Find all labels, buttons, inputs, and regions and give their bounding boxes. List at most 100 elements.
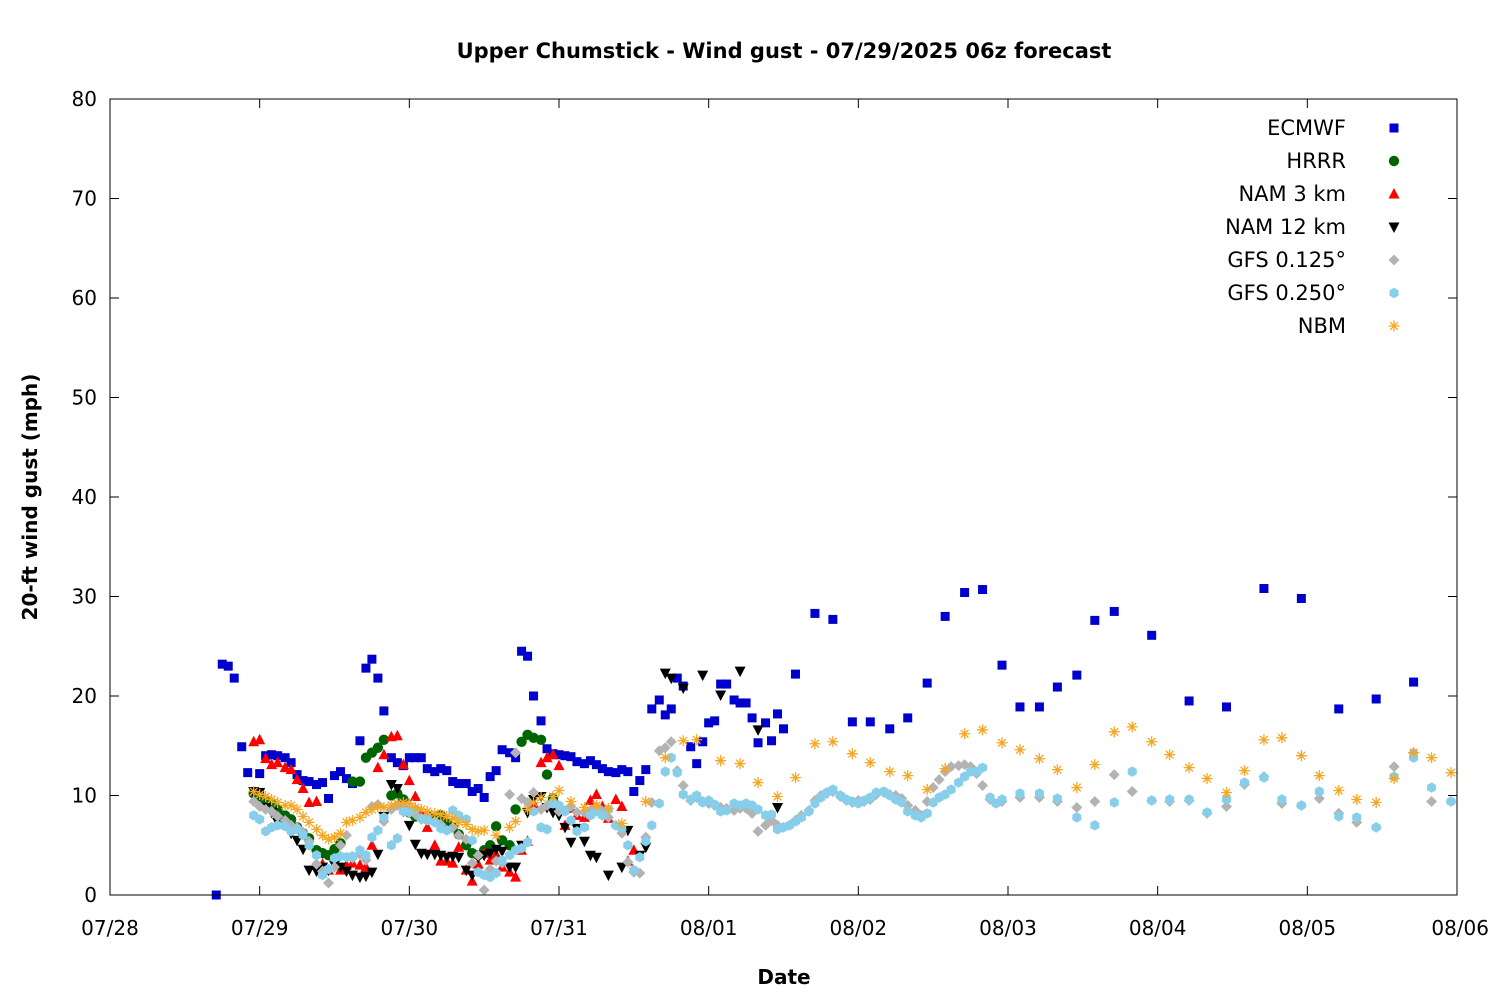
data-point xyxy=(884,766,896,778)
data-point xyxy=(747,713,757,723)
data-point xyxy=(772,802,784,814)
data-point xyxy=(491,867,501,879)
data-point xyxy=(603,767,613,777)
data-point xyxy=(611,768,621,778)
data-point xyxy=(789,772,801,784)
data-point xyxy=(273,751,283,761)
data-point xyxy=(772,790,784,802)
data-point xyxy=(467,835,477,846)
data-point xyxy=(996,737,1008,749)
data-point xyxy=(927,782,939,794)
data-point xyxy=(734,666,746,678)
y-tick-label: 70 xyxy=(72,187,97,211)
data-point xyxy=(647,820,657,831)
data-point xyxy=(448,777,458,787)
data-point xyxy=(516,736,527,747)
data-point xyxy=(623,840,633,851)
data-point xyxy=(767,809,777,820)
data-point xyxy=(312,780,322,790)
data-point xyxy=(312,850,322,861)
data-point xyxy=(510,862,522,874)
data-point xyxy=(903,713,913,723)
data-point xyxy=(716,679,726,689)
data-point xyxy=(922,678,932,688)
data-point xyxy=(978,762,988,773)
data-point xyxy=(272,810,284,822)
data-point xyxy=(572,826,582,837)
data-point xyxy=(435,808,447,820)
data-point xyxy=(566,752,576,762)
data-point xyxy=(572,757,582,767)
data-point xyxy=(997,794,1007,805)
data-point xyxy=(436,764,446,774)
data-point xyxy=(654,695,664,705)
series-nbm xyxy=(248,721,1457,845)
data-point xyxy=(1201,773,1213,785)
data-point xyxy=(1259,772,1269,783)
data-point xyxy=(590,852,602,864)
data-point xyxy=(578,801,590,813)
data-point xyxy=(378,801,390,813)
data-point xyxy=(1371,694,1381,704)
data-point xyxy=(1409,677,1419,687)
data-point xyxy=(1276,732,1288,744)
data-point xyxy=(871,787,881,798)
data-point xyxy=(1051,764,1063,776)
data-point xyxy=(1184,696,1194,706)
data-point xyxy=(430,817,440,828)
data-point xyxy=(1445,767,1457,779)
data-point xyxy=(902,770,914,782)
data-point xyxy=(422,815,432,826)
data-point xyxy=(698,737,708,747)
data-point xyxy=(361,663,371,673)
data-point xyxy=(710,799,720,810)
data-point xyxy=(422,764,432,774)
data-point xyxy=(485,772,495,782)
data-point xyxy=(1165,794,1175,805)
data-point xyxy=(303,796,315,807)
y-tick-label: 0 xyxy=(84,883,97,907)
data-point xyxy=(741,698,751,708)
data-point xyxy=(1108,726,1120,738)
data-point xyxy=(921,784,933,796)
data-point xyxy=(403,774,415,786)
data-point xyxy=(1408,747,1420,759)
data-point xyxy=(735,698,745,708)
data-point xyxy=(722,679,732,689)
data-point xyxy=(542,744,552,754)
data-point xyxy=(373,825,383,836)
data-point xyxy=(954,777,964,788)
data-point xyxy=(1370,796,1382,808)
y-tick-label: 10 xyxy=(72,784,97,808)
data-point xyxy=(372,761,384,773)
data-point xyxy=(510,871,522,882)
data-point xyxy=(324,863,334,875)
data-point xyxy=(677,780,689,792)
data-point xyxy=(311,823,323,835)
data-point xyxy=(490,829,502,841)
data-point xyxy=(1239,777,1249,788)
data-point xyxy=(1015,702,1025,712)
data-point xyxy=(640,842,652,854)
data-point xyxy=(379,812,389,823)
data-point xyxy=(1127,766,1137,777)
x-tick-label: 08/01 xyxy=(680,916,738,940)
data-point xyxy=(796,812,806,823)
data-point xyxy=(496,835,508,846)
data-point xyxy=(298,776,308,786)
data-point xyxy=(386,753,396,763)
data-point xyxy=(340,866,352,878)
data-point xyxy=(334,827,346,839)
data-point xyxy=(334,839,346,851)
data-point xyxy=(453,829,465,841)
data-point xyxy=(804,806,814,817)
data-point xyxy=(460,818,472,830)
data-point xyxy=(346,814,358,826)
data-point xyxy=(1147,630,1157,640)
data-point xyxy=(273,820,283,831)
y-tick-label: 50 xyxy=(72,386,97,410)
data-point xyxy=(386,840,396,851)
data-point xyxy=(361,850,371,861)
data-point xyxy=(629,787,639,797)
data-point xyxy=(372,742,384,753)
